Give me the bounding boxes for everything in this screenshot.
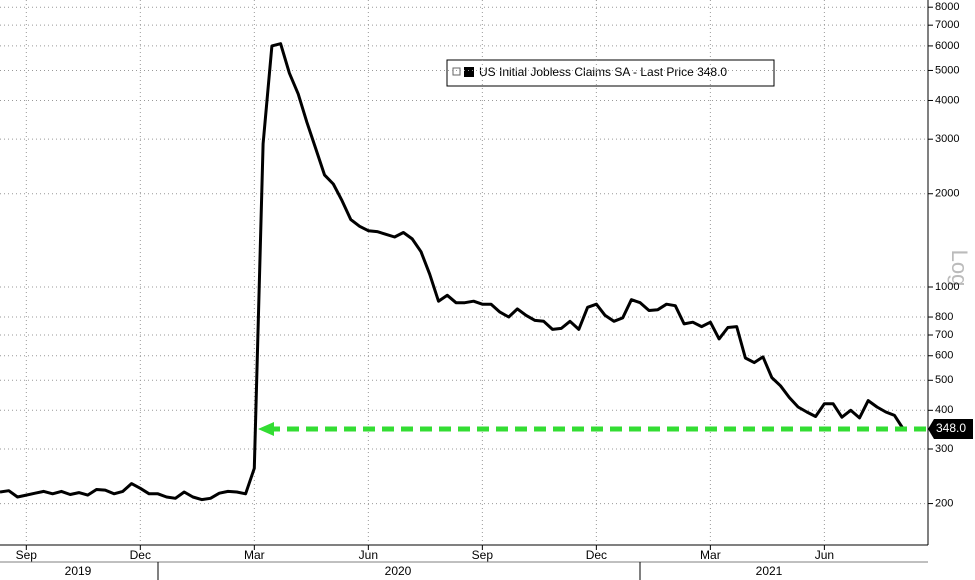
x-tick-label: Sep <box>16 548 38 562</box>
x-tick-label: Dec <box>586 548 607 562</box>
y-tick-label: 400 <box>935 404 953 416</box>
year-label: 2019 <box>65 564 92 578</box>
axis-note: Log <box>947 250 972 287</box>
legend-box <box>446 59 775 87</box>
y-tick-label: 6000 <box>935 40 959 52</box>
y-tick-label: 700 <box>935 329 953 341</box>
y-tick-label: 500 <box>935 374 953 386</box>
y-tick-label: 600 <box>935 350 953 362</box>
year-label: 2020 <box>385 564 412 578</box>
legend-label: US Initial Jobless Claims SA - Last Pric… <box>479 65 727 79</box>
x-tick-label: Dec <box>130 548 151 562</box>
y-tick-label: 2000 <box>935 188 959 200</box>
y-tick-label: 1000 <box>935 281 959 293</box>
y-tick-label: 300 <box>935 443 953 455</box>
year-label: 2021 <box>756 564 783 578</box>
y-tick-label: 5000 <box>935 64 959 76</box>
x-tick-label: Mar <box>244 548 265 562</box>
y-tick-label: 8000 <box>935 1 959 13</box>
last-price-label: 348.0 <box>936 421 966 435</box>
last-price-tag <box>928 419 973 440</box>
y-tick-label: 800 <box>935 311 953 323</box>
x-tick-label: Mar <box>700 548 721 562</box>
y-tick-label: 4000 <box>935 94 959 106</box>
y-tick-label: 7000 <box>935 19 959 31</box>
x-tick-label: Sep <box>472 548 494 562</box>
x-tick-label: Jun <box>815 548 834 562</box>
legend-toggle <box>452 67 461 76</box>
y-tick-label: 3000 <box>935 133 959 145</box>
x-tick-label: Jun <box>359 548 378 562</box>
arrow-head <box>258 422 274 437</box>
legend-swatch <box>464 67 474 77</box>
line <box>0 42 905 502</box>
y-tick-label: 200 <box>935 497 953 509</box>
